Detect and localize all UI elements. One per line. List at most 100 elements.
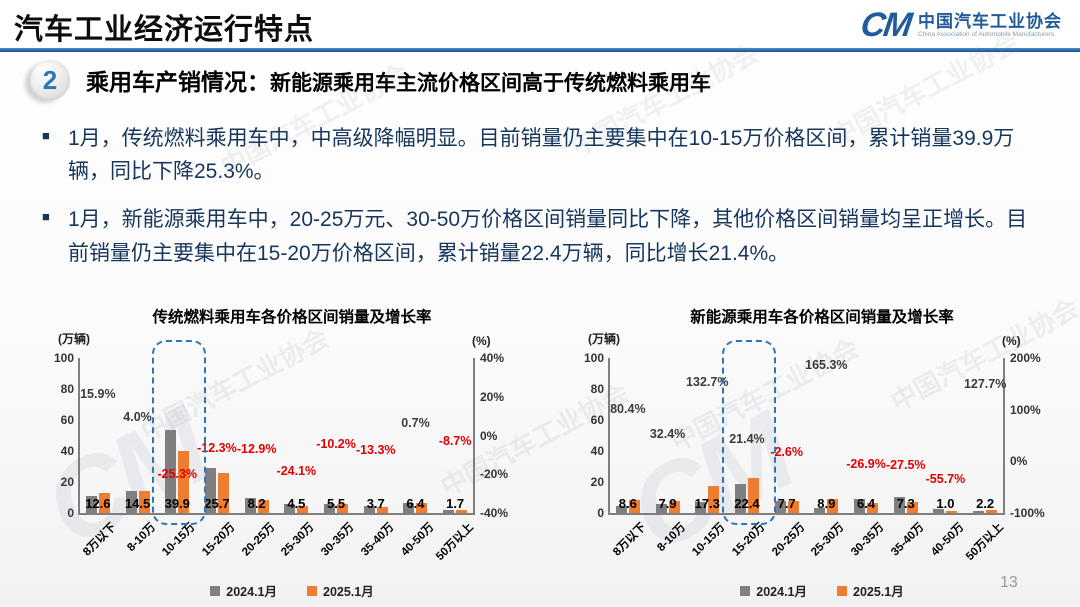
growth-rate-label: -10.2%	[316, 437, 356, 452]
bar-2025.1月	[337, 504, 349, 513]
category-label: 50万以上	[433, 521, 476, 564]
highlight-box	[152, 340, 207, 525]
logo-name-en: China Association of Automobile Manufact…	[918, 31, 1055, 39]
left-axis-tick: 0	[597, 506, 604, 520]
left-axis-tick: 100	[583, 351, 604, 365]
value-label: 8.6	[618, 496, 637, 511]
page-title: 汽车工业经济运行特点	[14, 14, 315, 46]
category-label: 30-35万	[849, 521, 887, 559]
growth-rate-label: 0.7%	[401, 416, 430, 431]
bullet-item: ■ 1月，新能源乘用车中，20-25万元、30-50万价格区间销量同比下降，其他…	[42, 203, 1032, 269]
legend-label: 2025.1月	[853, 585, 904, 599]
left-axis-tick: 100	[53, 351, 74, 365]
page-number: 13	[1000, 574, 1018, 591]
logo-name-cn: 中国汽车工业协会	[918, 11, 1062, 31]
bullet-text: 1月，传统燃料乘用车中，中高级降幅明显。目前销量仍主要集中在10-15万价格区间…	[68, 127, 1015, 184]
category-label: 10-15万	[160, 521, 198, 559]
bar-2025.1月	[668, 500, 680, 513]
legend: 2024.1月 2025.1月	[582, 581, 1062, 600]
growth-rate-label: -12.3%	[197, 441, 237, 456]
category-label: 8-10万	[655, 521, 689, 555]
bar-2025.1月	[946, 511, 958, 513]
left-axis-tick: 40	[590, 444, 604, 458]
bar-2025.1月	[376, 507, 388, 513]
growth-rate-label: -2.6%	[770, 444, 803, 459]
bullet-square-icon: ■	[42, 209, 50, 225]
category-label: 25-30万	[809, 521, 847, 559]
growth-rate-label: 15.9%	[80, 386, 116, 401]
bullet-list: ■ 1月，传统燃料乘用车中，中高级降幅明显。目前销量仍主要集中在10-15万价格…	[42, 122, 1032, 285]
legend-swatch-icon	[740, 585, 751, 596]
legend-swatch-icon	[837, 585, 847, 596]
right-axis-tick: 0%	[480, 428, 498, 443]
bar-2025.1月	[138, 490, 150, 513]
right-axis-tick: 200%	[1010, 351, 1041, 365]
category-label: 8-10万	[125, 521, 159, 555]
value-label: 4.5	[287, 496, 306, 511]
bar-2024.1月	[85, 496, 97, 513]
bar-2024.1月	[814, 507, 826, 513]
bar-2024.1月	[443, 510, 455, 513]
growth-rate-label: -27.5%	[885, 457, 926, 472]
bar-2024.1月	[615, 505, 627, 513]
value-label: 1.7	[446, 496, 465, 511]
value-label: 6.4	[406, 496, 425, 511]
bar-2025.1月	[708, 486, 720, 513]
growth-rate-label: -12.9%	[236, 442, 277, 457]
growth-rate-label: 132.7%	[686, 374, 729, 389]
growth-rate-label: -24.1%	[276, 464, 317, 479]
growth-rate-label: 4.0%	[123, 409, 152, 424]
bar-2024.1月	[973, 511, 985, 513]
section-title: 乘用车产销情况：	[86, 69, 270, 95]
bar-2024.1月	[403, 503, 415, 513]
value-label: 6.4	[857, 496, 876, 511]
title-bar: 汽车工业经济运行特点 CM 中国汽车工业协会 China Association…	[0, 0, 1080, 48]
highlight-box	[721, 340, 776, 525]
logo-cm-icon: CM	[858, 6, 913, 44]
bar-2024.1月	[893, 497, 905, 513]
right-axis-line	[473, 358, 475, 515]
bar-2024.1月	[165, 430, 177, 513]
bullet-square-icon: ■	[42, 128, 50, 143]
left-axis-tick: 60	[590, 413, 604, 427]
section-heading: 2 乘用车产销情况：新能源乘用车主流价格区间高于传统燃料乘用车	[30, 60, 711, 100]
section-number-badge: 2	[30, 60, 70, 100]
left-axis-tick: 80	[590, 382, 604, 396]
bar-2025.1月	[297, 506, 309, 513]
category-label: 30-35万	[319, 521, 357, 559]
growth-rate-label: 165.3%	[805, 357, 848, 372]
category-label: 8万以下	[611, 521, 649, 559]
value-label: 14.5	[124, 496, 151, 511]
x-axis-line	[608, 513, 1005, 515]
right-axis-unit: (%)	[472, 334, 491, 348]
right-axis-line	[1003, 358, 1005, 515]
bar-2024.1月	[734, 484, 746, 513]
bar-2024.1月	[655, 503, 667, 513]
growth-rate-label: 127.7%	[963, 377, 1007, 392]
category-label: 35-40万	[888, 521, 927, 559]
legend-item: 2024.1月	[210, 581, 277, 600]
category-label: 40-50万	[398, 521, 437, 559]
bar-2024.1月	[284, 503, 296, 513]
value-label: 7.3	[896, 496, 915, 511]
legend-item: 2025.1月	[307, 581, 374, 600]
value-label: 12.6	[85, 496, 111, 511]
growth-rate-label: -8.7%	[438, 434, 472, 449]
growth-rate-label: -25.3%	[157, 466, 198, 481]
bar-2024.1月	[244, 498, 256, 513]
bar-2025.1月	[867, 503, 879, 513]
chart-traditional-fuel: 传统燃料乘用车各价格区间销量及增长率 (万辆) (%) 100 80 60 40 20 0 40%…	[52, 300, 532, 605]
bar-2024.1月	[324, 503, 336, 513]
title-divider	[0, 48, 1080, 52]
category-label: 35-40万	[358, 521, 397, 559]
bar-2025.1月	[416, 503, 428, 513]
growth-rate-label: 32.4%	[649, 426, 686, 441]
legend-swatch-icon	[307, 585, 317, 596]
legend-swatch-icon	[210, 585, 221, 596]
bar-2025.1月	[98, 493, 110, 513]
bar-2024.1月	[204, 467, 216, 513]
right-axis-tick: 100%	[1010, 402, 1041, 417]
bar-2025.1月	[787, 501, 799, 513]
right-axis-tick: -20%	[480, 467, 509, 482]
right-axis-tick: -40%	[480, 506, 509, 520]
